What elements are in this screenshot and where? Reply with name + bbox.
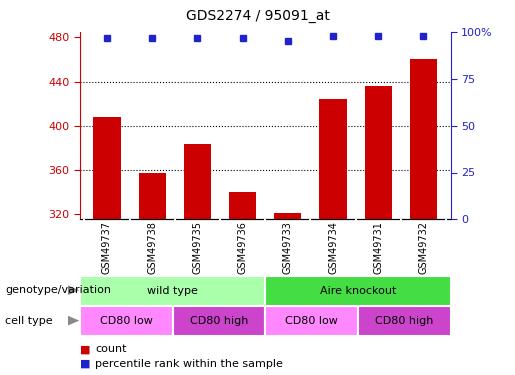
Text: ■: ■ xyxy=(80,359,90,369)
Bar xyxy=(93,117,121,219)
Text: wild type: wild type xyxy=(147,286,198,296)
Bar xyxy=(410,60,437,219)
Bar xyxy=(358,306,451,336)
Text: count: count xyxy=(95,345,127,354)
Bar xyxy=(139,173,166,219)
Text: GSM49733: GSM49733 xyxy=(283,221,293,274)
Bar xyxy=(274,213,301,219)
Text: GSM49738: GSM49738 xyxy=(147,221,157,274)
Text: GSM49734: GSM49734 xyxy=(328,221,338,274)
Bar xyxy=(319,99,347,219)
Text: percentile rank within the sample: percentile rank within the sample xyxy=(95,359,283,369)
Text: GSM49736: GSM49736 xyxy=(237,221,248,274)
Bar xyxy=(80,306,173,336)
Bar xyxy=(265,306,358,336)
Text: CD80 low: CD80 low xyxy=(285,316,338,326)
Bar xyxy=(80,276,265,306)
Polygon shape xyxy=(68,316,79,326)
Text: GDS2274 / 95091_at: GDS2274 / 95091_at xyxy=(185,9,330,23)
Text: Aire knockout: Aire knockout xyxy=(320,286,396,296)
Text: GSM49732: GSM49732 xyxy=(419,221,428,274)
Text: CD80 high: CD80 high xyxy=(190,316,248,326)
Bar xyxy=(173,306,265,336)
Bar xyxy=(365,86,392,219)
Text: CD80 high: CD80 high xyxy=(375,316,434,326)
Text: GSM49735: GSM49735 xyxy=(193,221,202,274)
Text: GSM49731: GSM49731 xyxy=(373,221,383,274)
Text: ■: ■ xyxy=(80,345,90,354)
Polygon shape xyxy=(68,285,79,295)
Text: GSM49737: GSM49737 xyxy=(102,221,112,274)
Text: CD80 low: CD80 low xyxy=(100,316,152,326)
Text: cell type: cell type xyxy=(5,316,53,326)
Bar xyxy=(229,192,256,219)
Bar xyxy=(184,144,211,219)
Text: genotype/variation: genotype/variation xyxy=(5,285,111,295)
Bar xyxy=(265,276,451,306)
